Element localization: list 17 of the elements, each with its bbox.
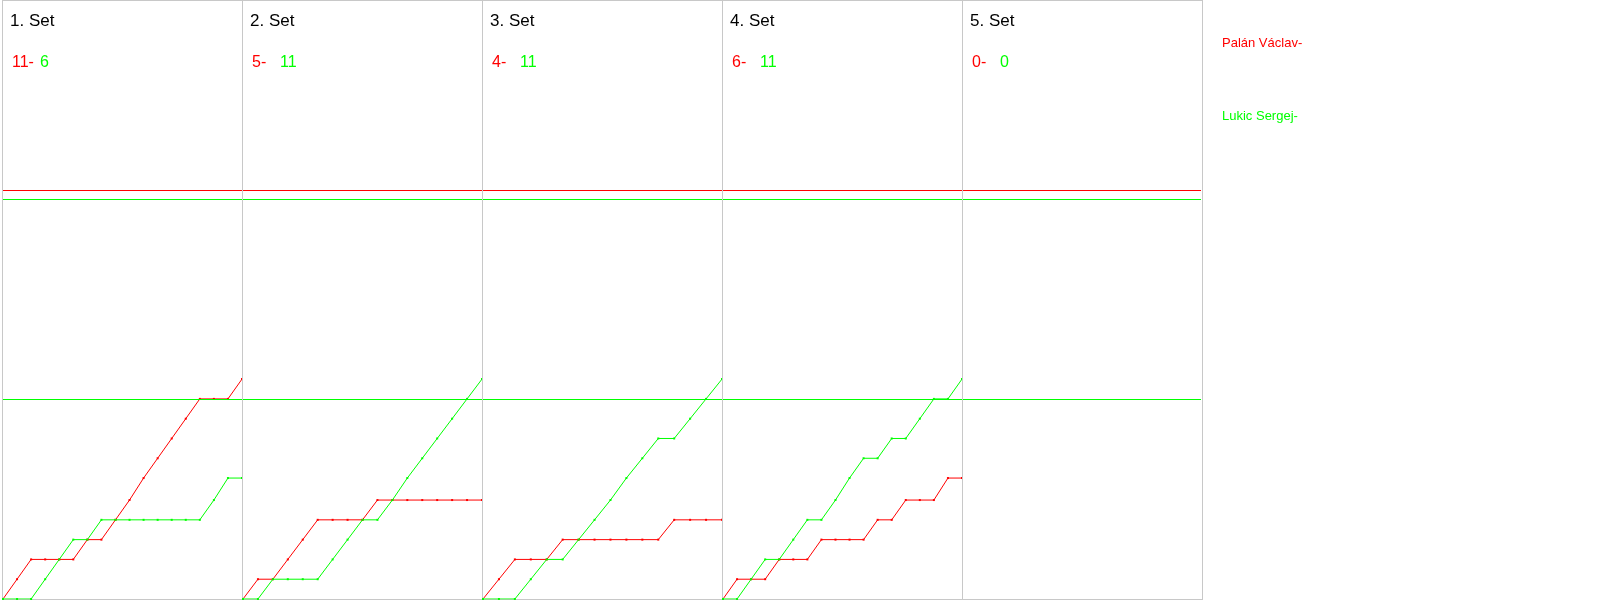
chart-title: 2. Set bbox=[250, 11, 295, 30]
legend-label: Lukic Sergej- bbox=[1222, 108, 1298, 123]
text: 6- bbox=[732, 52, 747, 70]
chart-title: 4. Set bbox=[730, 11, 775, 30]
text: 11 bbox=[280, 52, 297, 70]
text: 5- bbox=[252, 52, 267, 70]
text: 11 bbox=[760, 52, 777, 70]
text: 4- bbox=[492, 52, 507, 70]
chart-title: 3. Set bbox=[490, 11, 535, 30]
text: 0- bbox=[972, 52, 987, 70]
text: 6 bbox=[40, 52, 49, 70]
text: 5. Set bbox=[970, 11, 1015, 30]
legend-label: Palán Václav- bbox=[1222, 35, 1303, 50]
text: 0 bbox=[1000, 52, 1009, 70]
text: 11- bbox=[12, 52, 34, 70]
text: 11 bbox=[520, 52, 537, 70]
chart-title: 1. Set bbox=[10, 11, 55, 30]
